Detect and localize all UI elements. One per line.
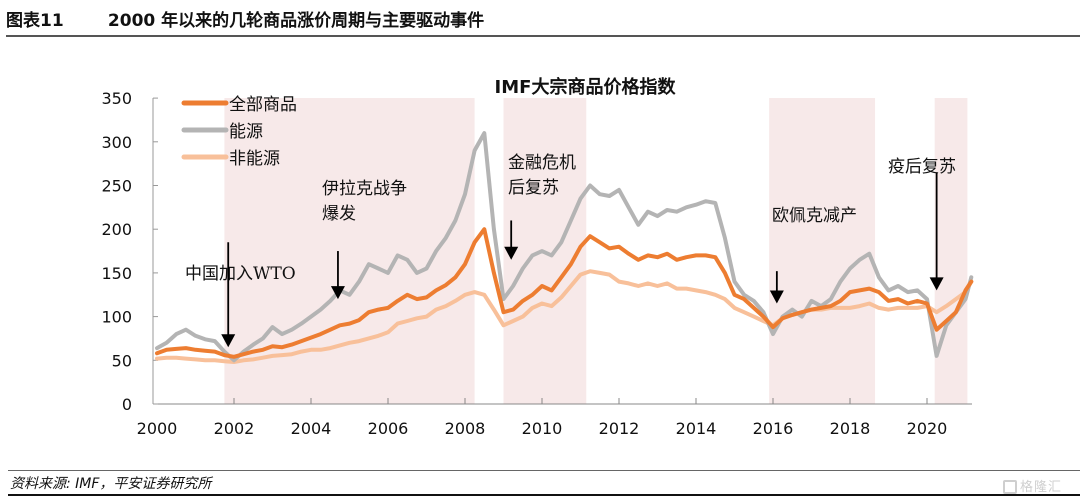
y-tick-label: 300 (101, 133, 132, 152)
y-tick-label: 0 (122, 395, 132, 414)
legend-label: 非能源 (229, 149, 280, 169)
x-tick-label: 2020 (907, 419, 948, 438)
y-tick-label: 150 (101, 264, 132, 283)
watermark-logo-icon (1002, 480, 1017, 494)
x-tick-label: 2008 (445, 419, 486, 438)
annotation-4: 欧佩克减产 (769, 206, 857, 304)
shaded-period-1 (224, 98, 475, 404)
axes: 0 50 100 150 200 250 300 350 2000 2002 2004 2006 200… (101, 89, 972, 438)
annotation-arrow-head-icon (330, 286, 345, 300)
x-tick-label: 2014 (676, 419, 717, 438)
legend-label: 全部商品 (229, 95, 297, 115)
y-tick-label: 50 (112, 351, 132, 370)
x-tick-label: 2012 (599, 419, 640, 438)
series-line-all-commodities (155, 227, 974, 359)
legend-item-1: 全部商品 (181, 95, 297, 115)
annotation-text: 爆发 (322, 204, 356, 224)
source-note: 资料来源: IMF，平安证券研究所 (10, 476, 212, 492)
x-tick-label: 2002 (214, 419, 255, 438)
annotation-text: 欧佩克减产 (772, 206, 857, 226)
y-tick-label: 100 (101, 308, 132, 327)
annotation-text: 疫后复苏 (888, 157, 956, 177)
figure-header: 图表11 2000 年以来的几轮商品涨价周期与主要驱动事件 (6, 6, 484, 31)
annotation-text: 伊拉克战争 (322, 179, 407, 199)
x-tick-label: 2018 (830, 419, 871, 438)
annotation-arrow-head-icon (221, 334, 236, 348)
x-tick-label: 2010 (522, 419, 563, 438)
footer-rule-top (8, 470, 1080, 471)
shaded-period-4 (934, 98, 968, 404)
figure-title: 2000 年以来的几轮商品涨价周期与主要驱动事件 (107, 11, 485, 31)
legend-item-2: 能源 (181, 122, 263, 142)
watermark-text: 格隆汇 (1019, 480, 1062, 495)
annotation-arrow-head-icon (504, 246, 519, 260)
header-rule (6, 35, 1080, 37)
annotation-text: 后复苏 (508, 178, 559, 198)
legend-item-3: 非能源 (181, 149, 280, 169)
legend-label: 能源 (229, 122, 263, 142)
series-line-energy (155, 131, 974, 363)
x-tick-label: 2004 (291, 419, 332, 438)
shaded-periods (224, 98, 968, 404)
chart-title: IMF大宗商品价格指数 (495, 76, 677, 98)
x-tick-label: 2000 (137, 419, 178, 438)
series-lines (155, 131, 974, 364)
annotation-text: 中国加入WTO (185, 264, 296, 284)
watermark: 格隆汇 (1002, 476, 1062, 495)
annotation-5: 疫后复苏 (888, 157, 956, 291)
annotation-arrow-head-icon (769, 290, 784, 304)
y-tick-label: 250 (101, 177, 132, 196)
x-tick-label: 2006 (368, 419, 409, 438)
series-line-non-energy (155, 269, 974, 364)
y-tick-label: 350 (101, 89, 132, 108)
annotation-text: 金融危机 (508, 153, 576, 173)
footer-rule-bottom (8, 494, 1080, 496)
y-tick-label: 200 (101, 220, 132, 239)
shaded-period-3 (769, 98, 876, 404)
figure-number: 图表11 (6, 11, 64, 31)
annotation-arrow-head-icon (929, 277, 944, 291)
annotation-1: 中国加入WTO (185, 242, 296, 348)
x-tick-label: 2016 (753, 419, 794, 438)
